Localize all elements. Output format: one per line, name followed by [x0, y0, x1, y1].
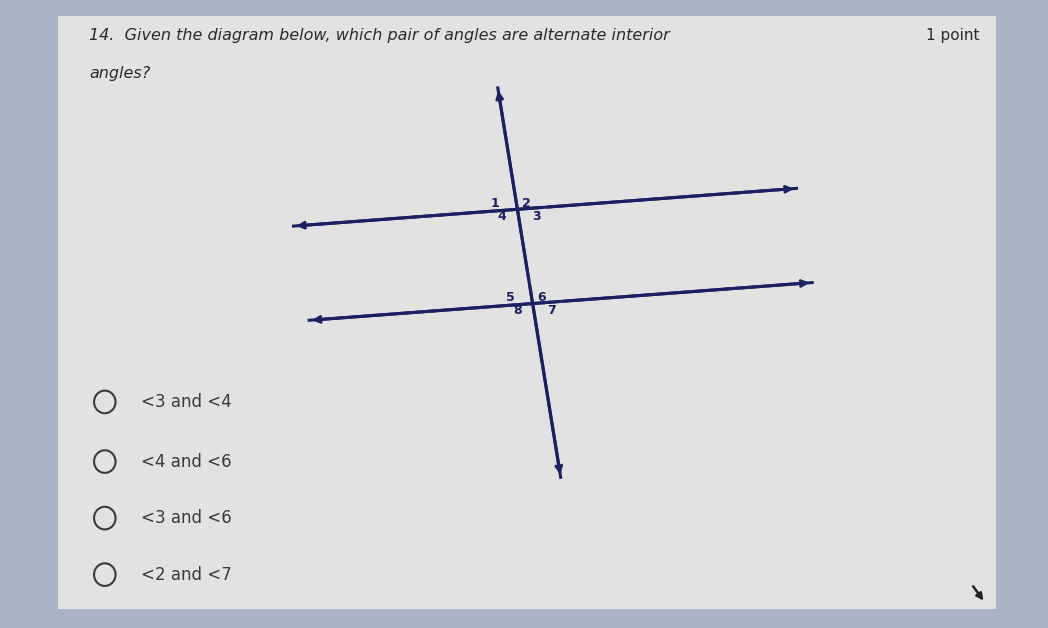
Text: 14.  Given the diagram below, which pair of angles are alternate interior: 14. Given the diagram below, which pair … [89, 28, 670, 43]
Text: 2: 2 [523, 197, 531, 210]
Text: 1 point: 1 point [926, 28, 980, 43]
Text: 7: 7 [547, 304, 555, 317]
Text: <3 and <4: <3 and <4 [141, 393, 233, 411]
Text: <4 and <6: <4 and <6 [141, 453, 232, 470]
Text: 1: 1 [490, 197, 499, 210]
Text: 8: 8 [514, 304, 522, 317]
Text: 6: 6 [538, 291, 546, 305]
Text: <2 and <7: <2 and <7 [141, 566, 233, 583]
Text: 5: 5 [505, 291, 515, 305]
Text: <3 and <6: <3 and <6 [141, 509, 233, 527]
Text: 4: 4 [498, 210, 506, 222]
Text: angles?: angles? [89, 66, 150, 81]
Text: 3: 3 [532, 210, 541, 222]
